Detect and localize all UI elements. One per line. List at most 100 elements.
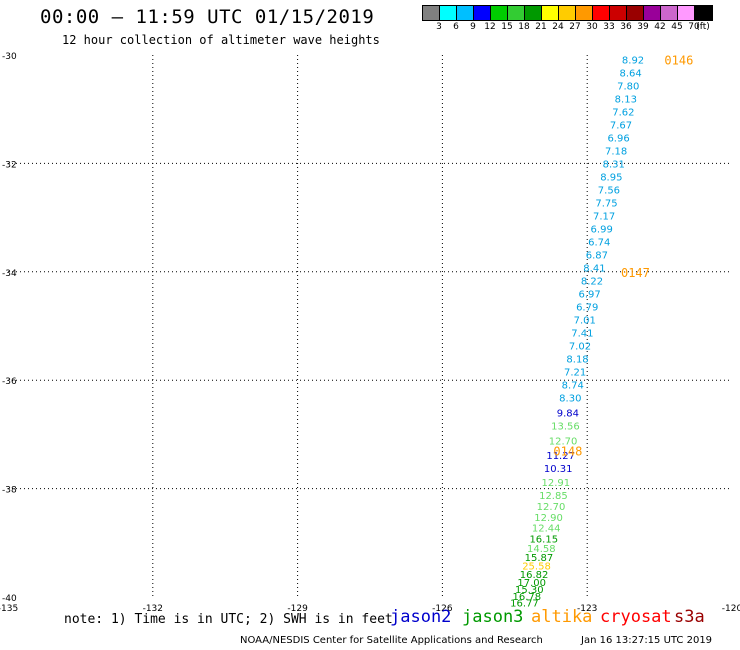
wave-height-point: 7.62	[612, 107, 634, 118]
legend-swatch	[661, 6, 678, 20]
x-tick-label: -126	[432, 604, 453, 614]
wave-height-point: 8.22	[581, 276, 603, 287]
wave-height-point: 6.79	[576, 302, 598, 313]
legend-tick-label: 27	[569, 22, 581, 32]
legend-tick-label: 24	[552, 22, 564, 32]
legend-swatch	[440, 6, 457, 20]
wave-height-point: 16.15	[529, 534, 558, 545]
pass-time-label: 0146	[664, 53, 693, 67]
legend-tick-label: 42	[654, 22, 666, 32]
legend-tick-label: 45	[671, 22, 683, 32]
wave-height-point: 7.21	[564, 368, 586, 379]
legend-tick-label: 9	[470, 22, 476, 32]
legend-tick-label: 3	[436, 22, 442, 32]
footer-credit: NOAA/NESDIS Center for Satellite Applica…	[240, 635, 543, 646]
wave-height-point: 15.87	[525, 553, 554, 564]
wave-height-point: 11.27	[546, 451, 575, 462]
wave-height-point: 7.41	[571, 329, 593, 340]
pass-time-label: 0148	[553, 445, 582, 459]
legend-swatch	[542, 6, 559, 20]
satellite-label-jason3: jason3	[462, 607, 524, 627]
wave-height-point: 14.58	[527, 544, 556, 555]
legend-tick-label: 36	[620, 22, 632, 32]
satellite-label-cryosat: cryosat	[600, 607, 672, 627]
wave-height-point: 8.64	[620, 68, 642, 79]
wave-height-point: 8.30	[559, 394, 581, 405]
wave-height-point: 7.01	[574, 315, 596, 326]
legend-tick-label: 15	[501, 22, 513, 32]
y-tick-label: -30	[2, 52, 17, 62]
wave-height-point: 7.56	[598, 185, 620, 196]
wave-height-point: 7.67	[610, 120, 632, 131]
wave-height-point: 7.75	[595, 198, 617, 209]
wave-height-point: 6.74	[588, 237, 610, 248]
footer-timestamp: Jan 16 13:27:15 UTC 2019	[581, 635, 713, 646]
units-note: note: 1) Time is in UTC; 2) SWH is in fe…	[64, 612, 393, 627]
y-tick-label: -40	[2, 594, 17, 604]
legend-tick-label: 6	[453, 22, 459, 32]
legend-swatch	[457, 6, 474, 20]
wave-height-point: 12.70	[537, 502, 566, 513]
wave-height-point: 6.96	[607, 133, 629, 144]
color-scale-legend	[422, 5, 713, 21]
wave-height-point: 7.18	[605, 146, 627, 157]
y-tick-label: -34	[2, 269, 17, 279]
legend-swatch	[644, 6, 661, 20]
wave-height-point: 9.84	[557, 409, 579, 420]
x-tick-label: -123	[577, 604, 597, 614]
x-tick-label: -135	[0, 604, 18, 614]
legend-swatch	[559, 6, 576, 20]
wave-height-point: 12.90	[534, 513, 563, 524]
legend-swatch	[525, 6, 542, 20]
wave-height-point: 16.82	[520, 570, 549, 581]
y-tick-label: -38	[2, 486, 17, 496]
satellite-label-altika: altika	[531, 607, 593, 627]
legend-tick-label: 70	[688, 22, 700, 32]
wave-height-point: 8.74	[562, 381, 584, 392]
wave-height-point: 8.41	[583, 263, 605, 274]
satellite-label-s3a: s3a	[674, 607, 705, 627]
wave-height-point: 8.92	[622, 55, 644, 66]
wave-height-point: 12.85	[539, 491, 568, 502]
wave-height-point: 25.58	[522, 562, 551, 573]
wave-height-point: 10.31	[544, 464, 573, 475]
legend-swatch	[695, 6, 712, 20]
chart-title: 00:00 — 11:59 UTC 01/15/2019	[40, 6, 375, 28]
wave-height-point: 6.87	[586, 250, 608, 261]
wave-height-point: 7.02	[569, 342, 591, 353]
legend-tick-label: 39	[637, 22, 649, 32]
legend-swatch	[491, 6, 508, 20]
wave-height-point: 6.99	[591, 224, 613, 235]
legend-swatch	[423, 6, 440, 20]
x-tick-label: -132	[143, 604, 163, 614]
wave-height-point: 12.44	[532, 524, 561, 535]
wave-height-point: 8.31	[603, 159, 625, 170]
wave-height-point: 8.95	[600, 172, 622, 183]
wave-height-point: 13.56	[551, 422, 580, 433]
legend-swatch	[593, 6, 610, 20]
legend-tick-label: 30	[586, 22, 598, 32]
legend-tick-label: 21	[535, 22, 547, 32]
legend-swatch	[474, 6, 491, 20]
legend-tick-label: 12	[484, 22, 496, 32]
legend-tick-label: 18	[518, 22, 530, 32]
wave-height-point: 12.91	[542, 478, 571, 489]
wave-height-point: 8.18	[566, 355, 588, 366]
wave-height-point: 16.78	[513, 592, 542, 603]
wave-height-point: 17.00	[517, 578, 546, 589]
x-tick-label: -129	[287, 604, 308, 614]
legend-swatch	[678, 6, 695, 20]
wave-height-point: 12.70	[549, 436, 578, 447]
y-tick-label: -32	[2, 160, 17, 170]
wave-height-point: 7.17	[593, 211, 615, 222]
wave-height-point: 15.30	[515, 585, 544, 596]
pass-time-label: 0147	[621, 266, 650, 280]
wave-height-point: 16.77	[510, 598, 539, 609]
legend-tick-label: 33	[603, 22, 615, 32]
wave-height-point: 6.97	[578, 289, 600, 300]
y-tick-label: -36	[2, 377, 17, 387]
legend-swatch	[627, 6, 644, 20]
legend-swatch	[576, 6, 593, 20]
wave-height-point: 7.80	[617, 81, 639, 92]
